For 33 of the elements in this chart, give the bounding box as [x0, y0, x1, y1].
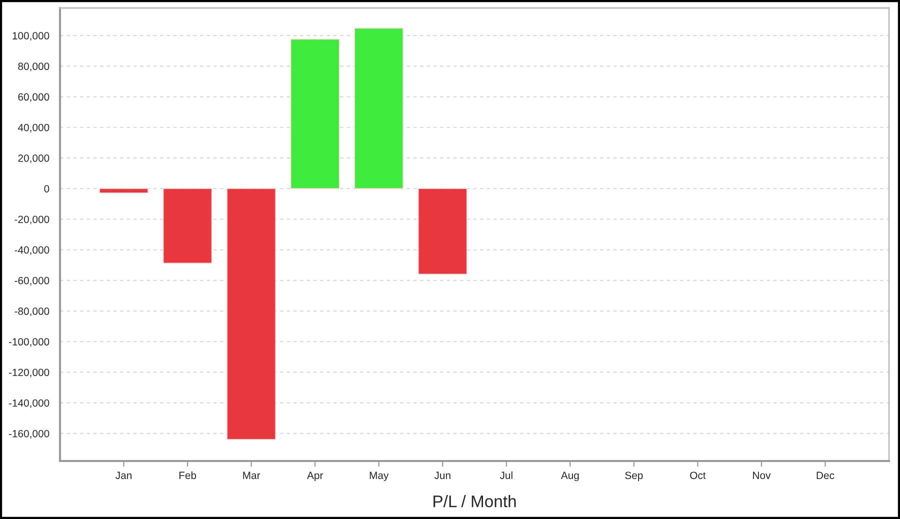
x-tick-label: Sep	[625, 472, 643, 482]
y-tick-label: 0	[44, 185, 50, 192]
y-tick-label: 60,000	[18, 93, 50, 102]
y-tick-label: -40,000	[14, 246, 50, 255]
x-tick-label: Aug	[560, 472, 579, 482]
y-tick-label: 40,000	[18, 124, 50, 132]
x-axis-title: P/L / Month	[434, 495, 516, 508]
x-tick-label: Apr	[306, 472, 324, 482]
y-tick-label: 80,000	[18, 62, 50, 72]
x-tick-label: Jan	[116, 472, 132, 480]
y-tick-label: 20,000	[18, 154, 50, 164]
x-tick-label: Mar	[243, 472, 260, 480]
x-tick-label: Jun	[434, 472, 450, 480]
x-tick-label: Feb	[179, 471, 196, 480]
bar	[354, 28, 404, 190]
y-tick-label: -60,000	[14, 276, 50, 286]
y-tick-label: -20,000	[14, 216, 50, 224]
bar	[99, 188, 148, 194]
y-tick-label: 100,000	[12, 32, 50, 41]
bar	[162, 188, 212, 264]
bar	[226, 188, 276, 440]
x-tick-label: Dec	[816, 472, 834, 480]
bar	[290, 38, 340, 190]
x-tick-label: Oct	[690, 472, 706, 480]
y-tick-label: -80,000	[14, 308, 50, 316]
y-tick-label: -140,000	[8, 399, 50, 408]
y-tick-label: -120,000	[8, 368, 50, 378]
y-tick-label: -160,000	[8, 430, 50, 439]
x-tick-label: Jul	[500, 471, 512, 480]
bar	[418, 188, 468, 275]
x-tick-label: Nov	[753, 472, 771, 480]
y-tick-label: -100,000	[8, 338, 50, 347]
x-tick-label: May	[370, 472, 389, 482]
